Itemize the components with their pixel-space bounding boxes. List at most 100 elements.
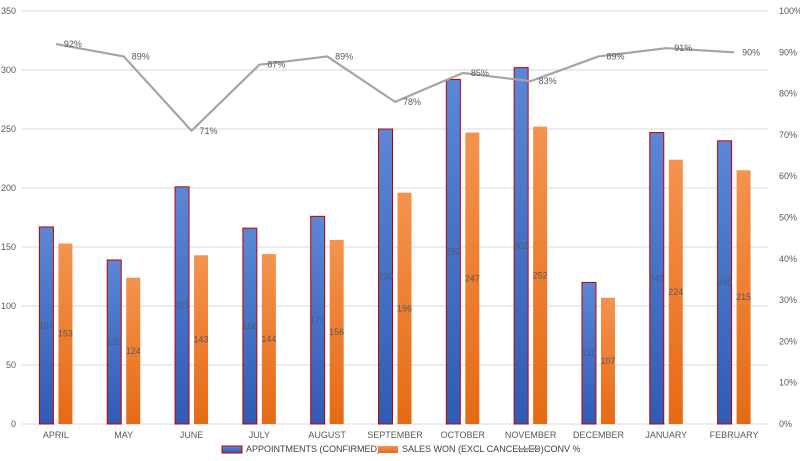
appointments-value-label: 201	[175, 300, 190, 310]
bar-sales	[58, 243, 73, 424]
right-tick-label: 0%	[779, 419, 792, 429]
bar-sales	[668, 159, 683, 424]
legend-swatch-sales	[378, 446, 398, 453]
conv-series-line	[55, 42, 735, 132]
appointments-value-label: 167	[39, 320, 54, 330]
bar-appointments	[513, 67, 529, 425]
right-tick-label: 40%	[779, 254, 797, 264]
sales-value-label: 247	[465, 273, 480, 283]
bar-appointments	[174, 186, 190, 425]
x-tick-label: FEBRUARY	[710, 430, 759, 440]
appointments-value-label: 247	[649, 273, 664, 283]
legend-label-sales: SALES WON (EXCL CANCELLED)	[402, 444, 544, 454]
x-tick-label: MAY	[114, 430, 133, 440]
bar-sales	[194, 255, 209, 424]
conv-value-label: 89%	[132, 51, 150, 61]
bar-sales	[261, 254, 276, 424]
x-tick-label: APRIL	[43, 430, 69, 440]
bar-appointments	[378, 128, 393, 425]
conv-value-label: 89%	[606, 51, 624, 61]
conv-value-label: 83%	[539, 76, 557, 86]
x-tick-label: JULY	[249, 430, 270, 440]
conv-value-label: 87%	[267, 60, 285, 70]
appointments-value-label: 240	[717, 277, 732, 287]
sales-value-label: 156	[329, 327, 344, 337]
appointments-value-label: 292	[446, 247, 461, 257]
x-tick-label: OCTOBER	[441, 430, 486, 440]
conv-line	[55, 42, 735, 132]
sales-value-label: 124	[126, 346, 141, 356]
legend-label-appointments: APPOINTMENTS (CONFIRMED)	[246, 444, 380, 454]
appointments-value-label: 302	[514, 241, 529, 251]
legend-label-conv: CONV %	[544, 444, 581, 454]
bar-appointments	[445, 78, 461, 425]
bar-appointments	[106, 259, 122, 425]
conv-value-label: 92%	[64, 39, 82, 49]
sales-value-label: 153	[58, 329, 73, 339]
sales-value-label: 143	[194, 335, 209, 345]
right-tick-label: 80%	[779, 89, 797, 99]
bar-sales	[736, 170, 751, 424]
bar-appointments	[38, 226, 54, 425]
bar-appointments	[581, 281, 597, 425]
left-tick-label: 0	[11, 419, 16, 429]
bar-appointments	[717, 140, 733, 425]
left-axis: 0 50 100 150 200 250 300 350	[1, 6, 16, 429]
conv-value-label: 90%	[742, 47, 760, 57]
appointments-value-label: 139	[107, 337, 122, 347]
x-tick-label: AUGUST	[308, 430, 346, 440]
right-tick-label: 70%	[779, 130, 797, 140]
left-tick-label: 300	[1, 65, 16, 75]
appointments-value-label: 120	[581, 348, 596, 358]
sales-value-label: 196	[397, 303, 412, 313]
right-tick-label: 10%	[779, 378, 797, 388]
bar-sales	[465, 132, 480, 425]
x-axis: APRIL MAY JUNE JULY AUGUST SEPTEMBER OCTOBER NO…	[43, 430, 759, 440]
legend-swatch-appointments	[221, 445, 243, 454]
conv-value-label: 89%	[335, 51, 353, 61]
legend: APPOINTMENTS (CONFIRMED) SALES WON (EXCL …	[221, 444, 581, 454]
sales-value-label: 144	[261, 334, 276, 344]
left-tick-label: 150	[1, 242, 16, 252]
bar-appointments	[242, 227, 258, 425]
bar-appointments	[649, 132, 665, 425]
bar-sales	[600, 297, 615, 424]
conv-value-label: 91%	[674, 43, 692, 53]
right-tick-label: 30%	[779, 295, 797, 305]
right-tick-label: 20%	[779, 336, 797, 346]
bars	[38, 67, 751, 425]
bar-appointments	[310, 215, 326, 425]
left-tick-label: 250	[1, 124, 16, 134]
x-tick-label: JANUARY	[645, 430, 687, 440]
sales-value-label: 252	[533, 270, 548, 280]
left-tick-label: 100	[1, 301, 16, 311]
appointments-value-label: 176	[310, 315, 325, 325]
sales-value-label: 215	[736, 292, 751, 302]
x-tick-label: SEPTEMBER	[367, 430, 423, 440]
sales-value-label: 107	[600, 356, 615, 366]
appointments-value-label: 166	[242, 321, 257, 331]
right-tick-label: 60%	[779, 171, 797, 181]
bar-sales	[397, 192, 412, 424]
x-tick-label: JUNE	[180, 430, 204, 440]
conv-value-label: 78%	[403, 97, 421, 107]
conv-value-label: 85%	[471, 68, 489, 78]
conv-value-label: 71%	[200, 126, 218, 136]
bar-sales	[533, 126, 548, 424]
appointments-value-label: 250	[378, 272, 393, 282]
data-labels: 167 153 139 124 201 143 166 144 176 156 250 196 292 2…	[39, 39, 760, 366]
left-tick-label: 50	[6, 360, 16, 370]
left-tick-label: 350	[1, 6, 16, 16]
bar-sales	[126, 277, 141, 424]
x-tick-label: NOVEMBER	[505, 430, 557, 440]
x-tick-label: DECEMBER	[573, 430, 625, 440]
sales-value-label: 224	[668, 287, 683, 297]
gridlines	[22, 10, 768, 425]
right-axis: 0% 10% 20% 30% 40% 50% 60% 70% 80% 90% 100%	[779, 6, 800, 429]
bar-sales	[329, 239, 344, 424]
left-tick-label: 200	[1, 183, 16, 193]
right-tick-label: 100%	[779, 6, 800, 16]
right-tick-label: 90%	[779, 47, 797, 57]
right-tick-label: 50%	[779, 213, 797, 223]
